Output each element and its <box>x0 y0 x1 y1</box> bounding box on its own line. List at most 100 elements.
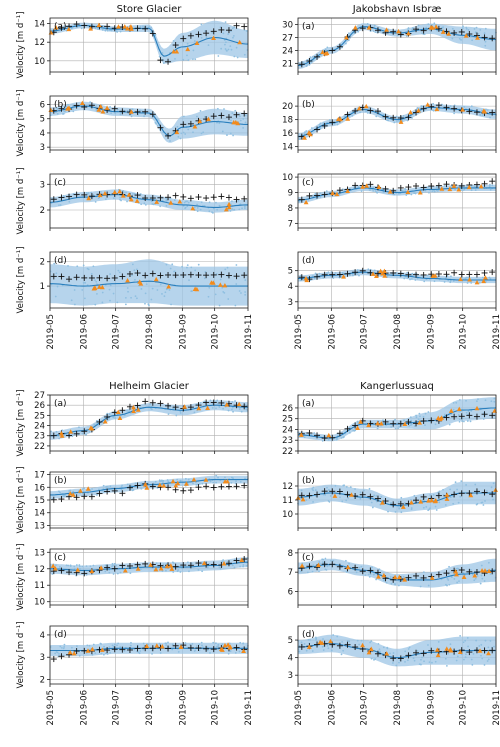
scatter-point <box>139 25 142 28</box>
triangle-marker <box>398 119 404 124</box>
scatter-point <box>305 65 308 67</box>
triangle-marker <box>153 566 159 572</box>
scatter-point <box>79 567 81 570</box>
scatter-point <box>70 299 73 302</box>
scatter-point <box>446 577 449 580</box>
scatter-point <box>431 661 433 664</box>
scatter-point <box>193 411 196 414</box>
scatter-point <box>197 568 200 571</box>
scatter-point <box>325 190 328 193</box>
triangle-marker <box>384 651 390 656</box>
scatter-point <box>67 264 69 267</box>
triangle-marker <box>474 405 480 411</box>
scatter-point <box>244 291 247 293</box>
scatter-point <box>422 415 425 418</box>
cross-marker <box>119 407 126 414</box>
xtick-label: 2019-11 <box>492 314 500 350</box>
ytick-label: 23 <box>282 436 293 446</box>
scatter-point <box>139 650 142 652</box>
scatter-point <box>216 645 218 648</box>
cross-marker <box>413 109 420 116</box>
panel-label: (a) <box>302 22 315 32</box>
scatter-point <box>235 480 237 483</box>
scatter-point <box>423 33 426 36</box>
scatter-point <box>102 484 105 487</box>
cross-marker <box>466 649 473 656</box>
cross-marker <box>443 104 450 111</box>
scatter-point <box>428 191 430 194</box>
y-axis-label: Velocity [m d⁻¹] <box>16 390 26 457</box>
scatter-point <box>75 564 78 566</box>
scatter-point <box>196 203 198 206</box>
cross-marker <box>203 195 210 202</box>
triangle-marker <box>446 31 452 36</box>
scatter-point <box>242 118 245 120</box>
cross-marker <box>88 274 95 281</box>
scatter-point <box>144 292 147 295</box>
cross-marker <box>298 643 305 650</box>
cross-marker <box>134 561 141 568</box>
triangle-marker <box>225 642 231 647</box>
scatter-point <box>239 119 242 122</box>
scatter-point <box>129 572 132 575</box>
cross-marker <box>298 133 305 140</box>
cross-marker <box>443 414 450 421</box>
cross-marker <box>210 28 217 35</box>
triangle-marker <box>397 574 402 580</box>
scatter-point <box>476 502 479 505</box>
ytick-label: 3 <box>288 671 293 681</box>
scatter-point <box>119 646 122 648</box>
scatter-point <box>130 115 133 118</box>
scatter-point <box>464 277 467 280</box>
xtick-label: 2019-06 <box>79 314 89 350</box>
scatter-point <box>334 484 337 487</box>
scatter-point <box>118 271 121 274</box>
triangle-marker <box>53 566 58 571</box>
cross-marker <box>50 656 57 663</box>
scatter-point <box>69 565 72 568</box>
scatter-point <box>187 128 190 131</box>
cross-marker <box>96 274 103 281</box>
triangle-marker <box>161 483 167 488</box>
scatter-point <box>127 290 129 293</box>
scatter-point <box>457 414 460 416</box>
triangle-marker <box>97 192 103 198</box>
scatter-point <box>458 580 460 583</box>
scatter-point <box>312 489 315 492</box>
scatter-point <box>134 278 136 281</box>
scatter-point <box>56 285 59 288</box>
cross-marker <box>73 430 80 437</box>
cross-marker <box>50 432 57 439</box>
triangle-marker <box>70 492 76 497</box>
scatter-point <box>193 40 196 42</box>
scatter-point <box>134 295 137 298</box>
scatter-point <box>458 418 461 421</box>
cross-marker <box>126 562 133 569</box>
scatter-point <box>434 660 437 663</box>
cross-marker <box>473 569 480 576</box>
scatter-point <box>246 408 248 411</box>
scatter-point <box>345 499 348 502</box>
ytick-label: 14 <box>34 20 45 30</box>
scatter-point <box>85 573 88 576</box>
scatter-point <box>58 204 60 207</box>
cross-marker <box>359 491 366 498</box>
scatter-point <box>222 559 225 561</box>
cross-marker <box>420 574 427 581</box>
scatter-point <box>473 28 476 30</box>
cross-marker <box>466 568 473 575</box>
scatter-point <box>242 564 245 566</box>
scatter-point <box>187 561 189 564</box>
scatter-point <box>119 196 122 199</box>
scatter-point <box>67 103 69 106</box>
cross-marker <box>390 420 397 427</box>
scatter-point <box>161 52 164 54</box>
scatter-point <box>429 507 431 510</box>
scatter-point <box>73 303 76 306</box>
scatter-point <box>369 573 372 576</box>
scatter-point <box>450 275 452 278</box>
scatter-point <box>461 189 464 192</box>
scatter-point <box>232 134 234 137</box>
triangle-marker <box>444 646 450 651</box>
scatter-point <box>202 131 205 134</box>
